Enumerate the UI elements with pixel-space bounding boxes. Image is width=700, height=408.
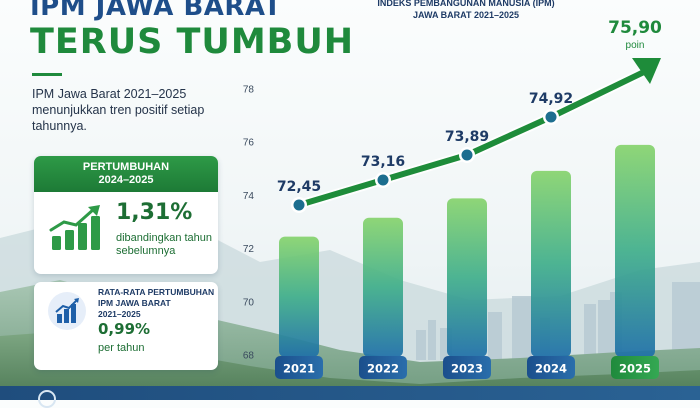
x-tick-label: 2025 [619,362,651,376]
growth-card-title-line-2: 2024–2025 [98,174,154,186]
data-marker [377,174,389,186]
bar [363,217,403,357]
growth-chart-icon [49,205,100,250]
y-tick-label: 68 [243,351,255,362]
growth-card-title-line-1: PERTUMBUHAN [82,161,170,173]
y-tick-label: 76 [243,138,255,149]
growth-comparison-note: dibandingkan tahun sebelumnya [116,232,213,257]
data-value-label: 73,89 [445,129,489,145]
average-growth-card: RATA-RATA PERTUMBUHAN IPM JAWA BARAT 202… [34,282,218,370]
footer-logo-icon [38,390,56,408]
data-marker [461,149,473,161]
growth-card-header: PERTUMBUHAN 2024–2025 [34,156,218,192]
highlight-unit-label: poin [626,40,645,51]
data-marker [293,199,305,211]
x-axis-category-pill [527,356,575,379]
bar [615,144,655,357]
average-growth-percent: 0,99% [98,320,151,338]
y-tick-label: 78 [243,85,255,96]
chart-title: INDEKS PEMBANGUNAN MANUSIA (IPM) JAWA BA… [356,0,576,21]
data-value-label: 72,45 [277,179,321,195]
average-card-title-line-1: RATA-RATA PERTUMBUHAN [98,287,215,297]
average-card-title: RATA-RATA PERTUMBUHAN IPM JAWA BARAT 202… [98,287,216,320]
y-tick-label: 70 [243,297,255,308]
x-axis-category-pill [359,356,407,379]
trend-arrow-head [632,58,661,84]
average-card-title-line-3: 2021–2025 [98,309,141,319]
x-axis-category-pill [275,356,323,379]
bar [531,170,571,357]
chart-title-line-2: JAWA BARAT 2021–2025 [412,10,520,20]
data-marker [545,111,557,123]
data-value-label: 74,92 [529,91,573,107]
average-growth-unit: per tahun [98,342,145,354]
x-tick-label: 2023 [451,362,483,376]
bar [447,198,487,357]
bar-chart-icon [48,292,86,330]
x-tick-label: 2021 [283,362,315,376]
growth-card: PERTUMBUHAN 2024–2025 1,31% dibandingkan… [34,156,218,274]
headline-line-1: IPM JAWA BARAT [30,0,282,22]
growth-percent: 1,31% [116,200,193,225]
footer-band [0,386,700,400]
bar [279,236,319,357]
data-value-label: 75,90 [608,18,662,38]
intro-text: IPM Jawa Barat 2021–2025 menunjukkan tre… [32,87,205,133]
headline-line-2: TERUS TUMBUH [30,22,355,62]
x-tick-label: 2022 [367,362,399,376]
data-value-label: 73,16 [361,154,405,170]
chart-title-line-1: INDEKS PEMBANGUNAN MANUSIA (IPM) [377,0,555,8]
y-tick-label: 74 [243,191,255,202]
average-card-title-line-2: IPM JAWA BARAT [98,298,171,308]
x-tick-label: 2024 [535,362,567,376]
y-tick-label: 72 [243,244,255,255]
x-axis-category-pill [611,356,659,379]
headline-underline [32,73,62,76]
x-axis-category-pill [443,356,491,379]
